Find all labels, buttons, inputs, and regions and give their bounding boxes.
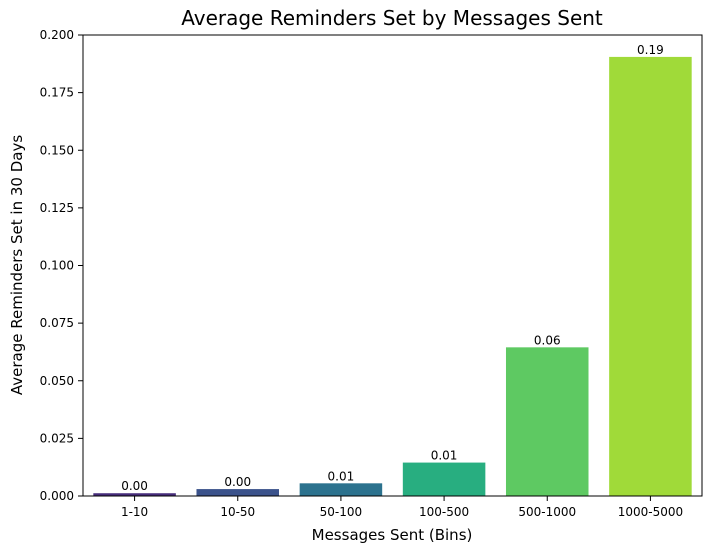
- bar-500-1000: [505, 347, 589, 496]
- bar-100-500: [402, 462, 486, 496]
- plot-area: 0.00 1-10 0.00 10-50 0.01 50-100 0.01 100-500 0.…: [40, 28, 703, 519]
- x-tick-label: 1000-5000: [618, 505, 683, 519]
- x-axis-label: Messages Sent (Bins): [312, 526, 473, 544]
- y-tick-label: 0.075: [40, 316, 74, 330]
- x-tick-label: 1-10: [121, 505, 148, 519]
- bar-50-100: [299, 483, 383, 496]
- bar-1000-5000: [609, 56, 692, 497]
- bar-1-10: [93, 493, 176, 496]
- data-label-50-100: 0.01: [328, 469, 355, 483]
- data-label-100-500: 0.01: [431, 449, 458, 463]
- y-axis-label: Average Reminders Set in 30 Days: [8, 135, 26, 395]
- plot-frame: [82, 34, 703, 497]
- x-tick-label: 50-100: [320, 505, 363, 519]
- y-tick-label: 0.025: [40, 431, 74, 445]
- data-label-10-50: 0.00: [224, 475, 251, 489]
- x-tick-label: 10-50: [220, 505, 255, 519]
- data-label-1-10: 0.00: [121, 479, 148, 493]
- y-tick-label: 0.000: [40, 489, 74, 503]
- data-label-500-1000: 0.06: [534, 333, 561, 347]
- bar-10-50: [196, 489, 280, 496]
- chart-title: Average Reminders Set by Messages Sent: [181, 6, 603, 30]
- y-tick-label: 0.100: [40, 259, 74, 273]
- y-tick-label: 0.050: [40, 374, 74, 388]
- x-tick-label: 500-1000: [518, 505, 576, 519]
- x-tick-label: 100-500: [419, 505, 469, 519]
- y-tick-label: 0.175: [40, 86, 74, 100]
- y-tick-label: 0.150: [40, 143, 74, 157]
- y-tick-label: 0.200: [40, 28, 74, 42]
- y-tick-label: 0.125: [40, 201, 74, 215]
- data-label-1000-5000: 0.19: [637, 43, 664, 57]
